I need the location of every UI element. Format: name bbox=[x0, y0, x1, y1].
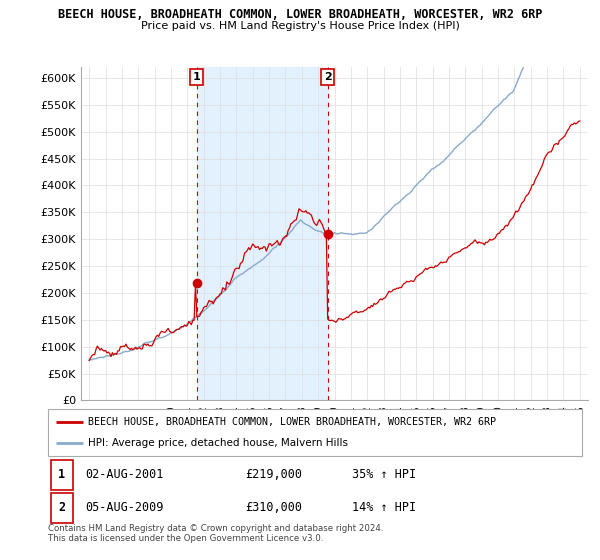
Text: Price paid vs. HM Land Registry's House Price Index (HPI): Price paid vs. HM Land Registry's House … bbox=[140, 21, 460, 31]
Text: 1: 1 bbox=[193, 72, 201, 82]
Text: 2: 2 bbox=[324, 72, 332, 82]
Text: BEECH HOUSE, BROADHEATH COMMON, LOWER BROADHEATH, WORCESTER, WR2 6RP: BEECH HOUSE, BROADHEATH COMMON, LOWER BR… bbox=[58, 8, 542, 21]
Text: 05-AUG-2009: 05-AUG-2009 bbox=[85, 501, 164, 515]
Bar bbox=[50, 460, 73, 489]
Text: BEECH HOUSE, BROADHEATH COMMON, LOWER BROADHEATH, WORCESTER, WR2 6RP: BEECH HOUSE, BROADHEATH COMMON, LOWER BR… bbox=[88, 417, 496, 427]
Text: £219,000: £219,000 bbox=[245, 468, 302, 482]
Text: HPI: Average price, detached house, Malvern Hills: HPI: Average price, detached house, Malv… bbox=[88, 438, 348, 448]
Text: 2: 2 bbox=[58, 501, 65, 515]
Text: 02-AUG-2001: 02-AUG-2001 bbox=[85, 468, 164, 482]
Bar bbox=[50, 493, 73, 522]
Bar bbox=[197, 67, 328, 400]
Text: Contains HM Land Registry data © Crown copyright and database right 2024.
This d: Contains HM Land Registry data © Crown c… bbox=[48, 524, 383, 543]
Text: 14% ↑ HPI: 14% ↑ HPI bbox=[352, 501, 416, 515]
Text: £310,000: £310,000 bbox=[245, 501, 302, 515]
Text: 1: 1 bbox=[58, 468, 65, 482]
Text: 35% ↑ HPI: 35% ↑ HPI bbox=[352, 468, 416, 482]
